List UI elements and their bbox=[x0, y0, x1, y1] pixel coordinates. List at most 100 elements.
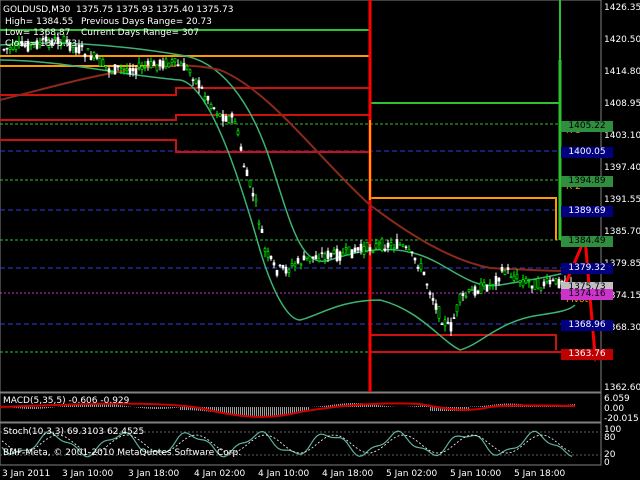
candle-body bbox=[107, 68, 111, 73]
price-tag: 1363.76 bbox=[561, 349, 613, 360]
candle-body bbox=[272, 262, 276, 266]
macd-bar bbox=[166, 407, 167, 409]
candle-body bbox=[428, 292, 432, 295]
s-level-red-2 bbox=[0, 114, 370, 121]
macd-bar bbox=[68, 405, 69, 407]
candle-body bbox=[266, 251, 270, 258]
macd-bar bbox=[434, 407, 435, 411]
candle-body bbox=[485, 284, 489, 292]
macd-bar bbox=[252, 407, 253, 417]
s-level-red-4 bbox=[370, 334, 557, 350]
stoch-main-line bbox=[1, 430, 573, 458]
macd-bar bbox=[298, 407, 299, 414]
candle-body bbox=[5, 47, 9, 50]
candle-body bbox=[557, 279, 561, 288]
macd-bar bbox=[388, 406, 389, 407]
candle-body bbox=[14, 42, 18, 50]
macd-bar bbox=[306, 407, 307, 412]
price-axis-label: 1368.30 bbox=[604, 323, 640, 333]
macd-bar bbox=[326, 405, 327, 407]
macd-bar bbox=[108, 403, 109, 407]
macd-bar bbox=[548, 406, 549, 407]
macd-bar bbox=[540, 406, 541, 407]
candle-body bbox=[257, 222, 261, 225]
macd-bar bbox=[94, 403, 95, 407]
macd-bar bbox=[82, 403, 83, 407]
candle-body bbox=[245, 169, 249, 177]
time-axis-label: 4 Jan 02:00 bbox=[194, 469, 246, 479]
macd-bar bbox=[488, 405, 489, 407]
time-axis-label: 5 Jan 18:00 bbox=[514, 469, 566, 479]
candle-body bbox=[488, 283, 492, 286]
price-axis-label: 1391.55 bbox=[604, 195, 640, 205]
price-axis-label: 1414.80 bbox=[604, 67, 640, 77]
candle-body bbox=[44, 36, 48, 42]
price-axis-label: 1426.35 bbox=[604, 3, 640, 13]
macd-bar bbox=[158, 407, 159, 409]
candle-body bbox=[125, 68, 129, 72]
macd-bar bbox=[192, 407, 193, 411]
candle-body bbox=[479, 282, 483, 294]
candle-body bbox=[461, 293, 465, 297]
candle-body bbox=[116, 65, 120, 68]
macd-bar bbox=[242, 407, 243, 416]
macd-bar bbox=[248, 407, 249, 417]
macd-bar bbox=[214, 407, 215, 413]
candle-body bbox=[371, 251, 375, 253]
macd-bar bbox=[46, 407, 47, 409]
macd-bar bbox=[64, 405, 65, 407]
candle-body bbox=[476, 290, 480, 294]
macd-bar bbox=[420, 405, 421, 407]
candle-body bbox=[104, 65, 108, 68]
macd-bar bbox=[254, 407, 255, 417]
time-axis-label: 4 Jan 18:00 bbox=[322, 469, 374, 479]
macd-bar bbox=[338, 403, 339, 407]
macd-bar bbox=[220, 407, 221, 414]
macd-bar bbox=[276, 407, 277, 417]
macd-bar bbox=[180, 407, 181, 410]
stoch-axis-label: 80 bbox=[604, 433, 616, 443]
macd-bar bbox=[334, 404, 335, 407]
candle-body bbox=[494, 276, 498, 285]
candle-body bbox=[212, 107, 216, 109]
candle-body bbox=[470, 288, 474, 292]
candle-body bbox=[275, 270, 279, 276]
candle-body bbox=[443, 319, 447, 327]
pivot-label-r2: R 2 bbox=[566, 182, 581, 192]
candle-body bbox=[332, 249, 336, 254]
macd-bar bbox=[270, 407, 271, 417]
candle-body bbox=[62, 35, 66, 43]
candle-body bbox=[395, 239, 399, 249]
macd-bar bbox=[104, 403, 105, 407]
macd-bar bbox=[304, 407, 305, 412]
macd-bar bbox=[474, 406, 475, 407]
macd-bar bbox=[146, 407, 147, 409]
macd-bar bbox=[546, 406, 547, 407]
macd-bar bbox=[38, 407, 39, 409]
time-axis-label: 3 Jan 2011 bbox=[2, 469, 50, 479]
candle-body bbox=[188, 69, 192, 74]
candle-body bbox=[149, 61, 153, 69]
candle-body bbox=[200, 87, 204, 89]
candle-body bbox=[434, 303, 438, 310]
macd-bar bbox=[294, 407, 295, 414]
candle-body bbox=[317, 258, 321, 262]
macd-bar bbox=[24, 407, 25, 409]
candle-body bbox=[167, 62, 171, 68]
candle-body bbox=[491, 284, 495, 286]
time-axis-label: 3 Jan 18:00 bbox=[128, 469, 180, 479]
close-readout: Close= 1375.73 bbox=[5, 39, 78, 49]
macd-bar bbox=[96, 403, 97, 407]
candle-body bbox=[23, 44, 27, 47]
macd-bar bbox=[440, 407, 441, 411]
macd-bar bbox=[44, 407, 45, 409]
macd-bar bbox=[330, 404, 331, 407]
macd-bar bbox=[484, 405, 485, 407]
macd-bar bbox=[382, 405, 383, 407]
macd-bar bbox=[156, 407, 157, 409]
candle-body bbox=[170, 59, 174, 63]
macd-bar bbox=[424, 405, 425, 407]
macd-bar bbox=[432, 407, 433, 411]
candle-body bbox=[86, 48, 90, 51]
